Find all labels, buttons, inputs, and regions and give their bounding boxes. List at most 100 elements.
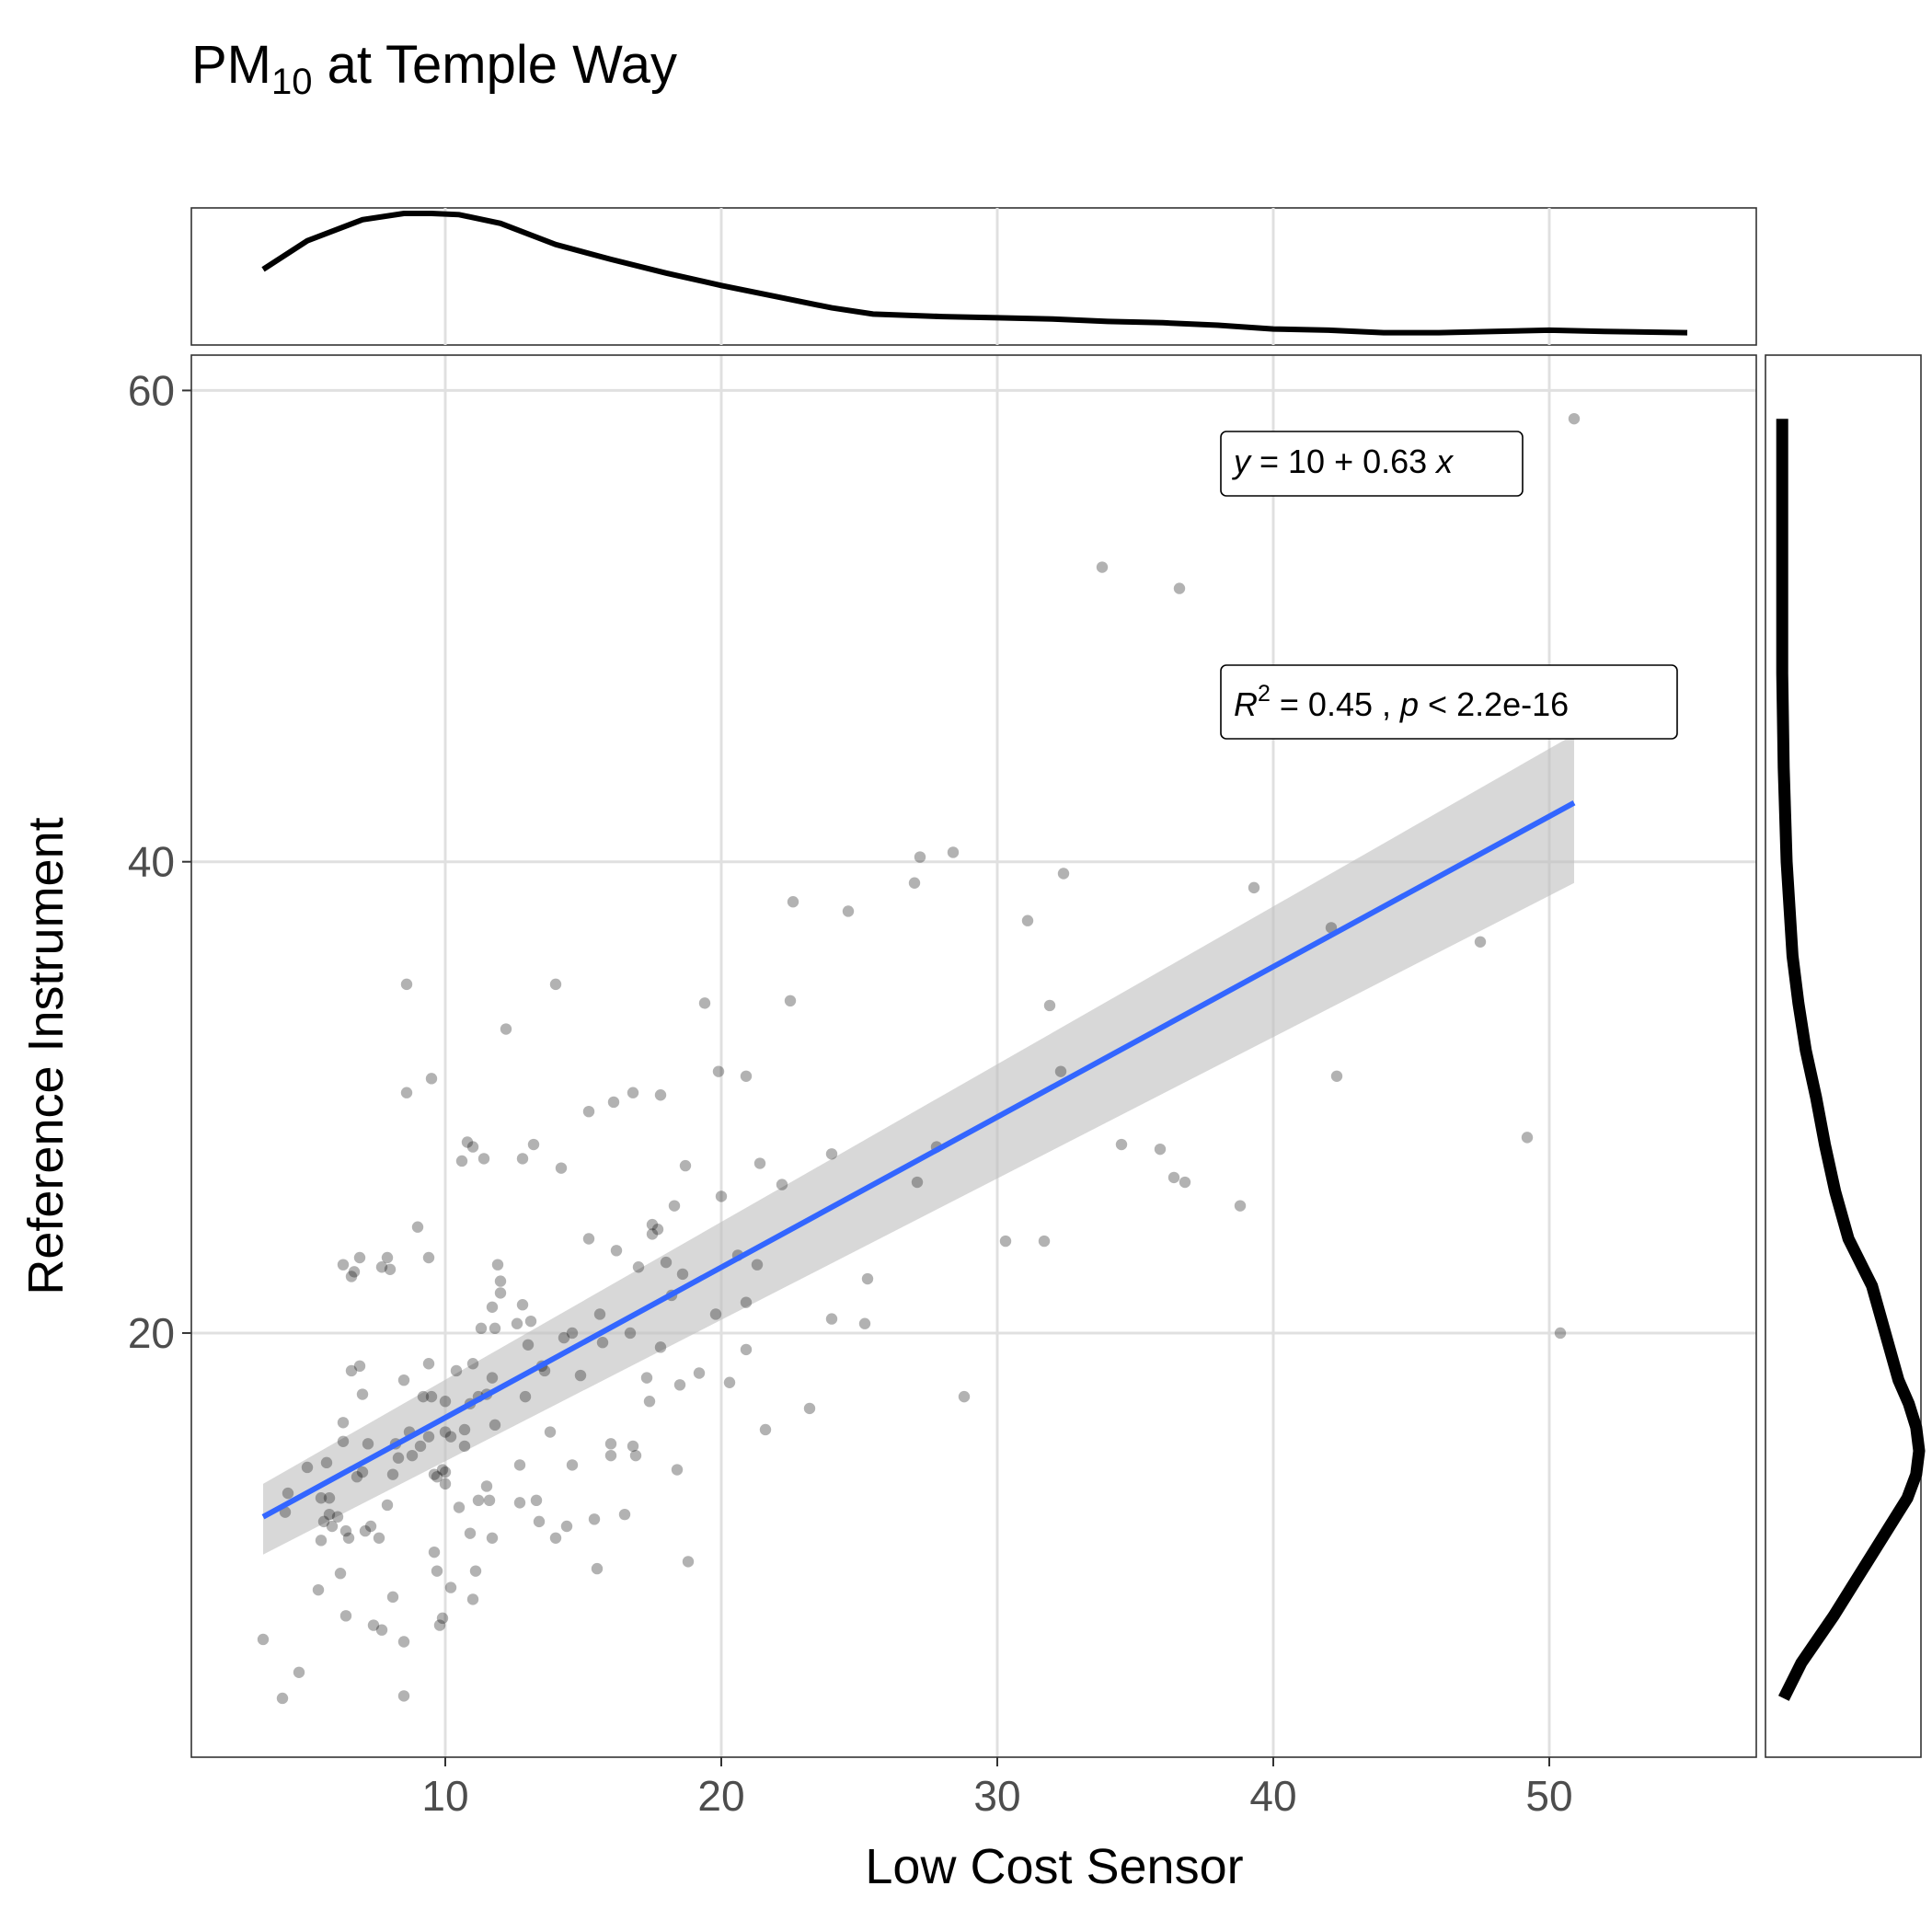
data-point bbox=[375, 1624, 388, 1636]
data-point bbox=[406, 1449, 419, 1462]
stats-text: R2 = 0.45 , p < 2.2e-16 bbox=[1234, 681, 1569, 723]
top-marginal-panel bbox=[190, 207, 1757, 346]
data-point bbox=[1021, 914, 1034, 926]
data-point bbox=[947, 846, 960, 858]
main-plot-border bbox=[190, 354, 1757, 1758]
data-point bbox=[489, 1419, 501, 1432]
data-point bbox=[582, 1233, 595, 1245]
x-density-curve bbox=[261, 211, 1688, 336]
data-point bbox=[673, 1379, 686, 1391]
data-point bbox=[593, 1308, 606, 1320]
data-point bbox=[282, 1487, 294, 1500]
data-point bbox=[257, 1633, 270, 1646]
right-marginal-panel bbox=[1765, 354, 1926, 1758]
data-point bbox=[591, 1562, 604, 1575]
data-point bbox=[317, 1515, 330, 1528]
data-point bbox=[439, 1478, 452, 1490]
data-point bbox=[397, 1690, 410, 1702]
data-point bbox=[1173, 582, 1186, 594]
data-point bbox=[560, 1520, 573, 1533]
data-point bbox=[345, 1271, 358, 1282]
data-point bbox=[753, 1157, 766, 1169]
data-point bbox=[425, 1073, 438, 1085]
points-layer bbox=[257, 412, 1581, 1705]
data-point bbox=[411, 1221, 424, 1233]
data-point bbox=[486, 1532, 499, 1544]
x-tick-label: 30 bbox=[973, 1772, 1020, 1820]
x-tick-label: 20 bbox=[697, 1772, 744, 1820]
data-point bbox=[698, 997, 711, 1009]
data-point bbox=[679, 1159, 692, 1172]
data-point bbox=[455, 1155, 468, 1167]
data-point bbox=[276, 1692, 289, 1705]
stats-box bbox=[1220, 664, 1678, 740]
data-point bbox=[339, 1524, 352, 1537]
data-point bbox=[444, 1581, 457, 1593]
data-point bbox=[513, 1497, 526, 1509]
data-point bbox=[469, 1565, 482, 1577]
data-point bbox=[624, 1327, 637, 1340]
data-point bbox=[326, 1520, 339, 1533]
data-point bbox=[356, 1388, 369, 1400]
data-point bbox=[373, 1532, 385, 1544]
data-point bbox=[397, 1636, 410, 1648]
top-marginal-grid bbox=[443, 208, 1551, 345]
data-point bbox=[709, 1308, 722, 1320]
y-axis-title: Reference Instrument bbox=[18, 817, 74, 1294]
data-point bbox=[400, 1087, 413, 1098]
data-point bbox=[693, 1367, 706, 1379]
data-point bbox=[842, 905, 855, 917]
data-point bbox=[356, 1466, 369, 1478]
data-point bbox=[588, 1513, 601, 1525]
data-point bbox=[825, 1148, 838, 1160]
main-plot-panel: y = 10 + 0.63 x R2 = 0.45 , p < 2.2e-16 … bbox=[128, 354, 1757, 1820]
data-point bbox=[1521, 1132, 1534, 1144]
data-point bbox=[682, 1556, 695, 1568]
data-point bbox=[511, 1317, 523, 1329]
data-point bbox=[558, 1331, 570, 1344]
data-point bbox=[348, 1266, 361, 1278]
confidence-band bbox=[263, 734, 1574, 1555]
data-point bbox=[494, 1287, 507, 1299]
data-point bbox=[1057, 868, 1070, 880]
data-point bbox=[723, 1376, 736, 1388]
data-point bbox=[425, 1390, 438, 1403]
data-point bbox=[293, 1666, 305, 1678]
x-axis: 10 20 30 40 50 bbox=[421, 1757, 1573, 1820]
data-point bbox=[660, 1256, 673, 1269]
data-point bbox=[494, 1275, 507, 1287]
y-tick-label: 40 bbox=[128, 838, 175, 886]
data-point bbox=[858, 1317, 871, 1329]
data-point bbox=[472, 1494, 485, 1507]
data-point bbox=[489, 1322, 501, 1335]
data-point bbox=[453, 1501, 466, 1513]
data-point bbox=[911, 1176, 924, 1189]
data-point bbox=[386, 1591, 399, 1604]
data-point bbox=[861, 1272, 874, 1285]
data-point bbox=[784, 995, 797, 1007]
data-point bbox=[1043, 999, 1056, 1012]
data-point bbox=[301, 1461, 314, 1474]
y-density-curve bbox=[1776, 419, 1926, 1701]
data-point bbox=[337, 1259, 350, 1271]
data-point bbox=[596, 1337, 609, 1349]
data-point bbox=[582, 1105, 595, 1118]
data-point bbox=[414, 1440, 427, 1453]
data-point bbox=[676, 1268, 689, 1281]
data-point bbox=[1054, 1065, 1067, 1077]
data-point bbox=[908, 877, 921, 889]
data-point bbox=[958, 1390, 971, 1403]
data-point bbox=[1568, 412, 1581, 425]
data-point bbox=[527, 1138, 540, 1151]
data-point bbox=[715, 1190, 728, 1202]
data-point bbox=[1179, 1176, 1191, 1189]
data-point bbox=[439, 1466, 452, 1478]
y-tick-label: 20 bbox=[128, 1309, 175, 1357]
data-point bbox=[320, 1456, 333, 1469]
data-point bbox=[643, 1396, 656, 1408]
data-point bbox=[466, 1593, 479, 1605]
data-point bbox=[1038, 1235, 1051, 1248]
data-point bbox=[428, 1546, 441, 1558]
data-point bbox=[353, 1360, 366, 1373]
data-point bbox=[439, 1426, 452, 1438]
